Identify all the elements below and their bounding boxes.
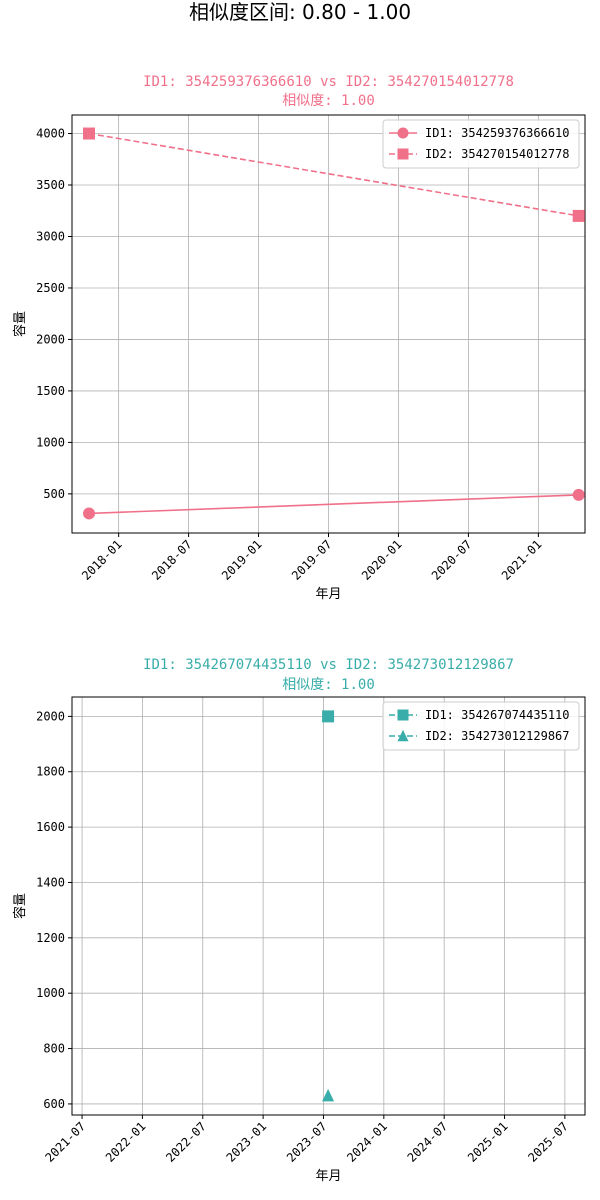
- data-point: [83, 127, 96, 140]
- legend-marker: [397, 729, 409, 742]
- y-tick-label: 1600: [36, 820, 65, 834]
- y-tick-label: 1400: [36, 875, 65, 889]
- data-point: [322, 1088, 335, 1102]
- chart-subtitle: 相似度: 1.00: [282, 677, 375, 693]
- chart-panel-1: ID1: 354259376366610 vs ID2: 35427015401…: [12, 74, 586, 602]
- y-axis-label: 容量: [12, 893, 28, 919]
- legend-label: ID1: 354259376366610: [425, 126, 570, 140]
- data-point: [322, 710, 335, 723]
- x-tick-label: 2018-01: [79, 537, 125, 583]
- data-point: [83, 507, 96, 520]
- y-tick-label: 2000: [36, 332, 65, 346]
- x-tick-label: 2019-07: [289, 537, 335, 583]
- y-tick-label: 1800: [36, 765, 65, 779]
- series-1: [322, 710, 335, 723]
- x-tick-label: 2024-07: [405, 1119, 451, 1165]
- figure-title: 相似度区间: 0.80 - 1.00: [188, 0, 412, 24]
- chart-subtitle: 相似度: 1.00: [282, 93, 375, 109]
- series-1: [83, 488, 585, 520]
- x-tick-label: 2024-01: [344, 1119, 390, 1165]
- gridlines: [72, 697, 585, 1115]
- legend-marker: [397, 127, 409, 139]
- series-line: [88, 132, 579, 217]
- x-tick-label: 2025-07: [525, 1119, 571, 1165]
- x-tick-label: 2023-07: [284, 1119, 330, 1165]
- series-2: [322, 1088, 335, 1102]
- gridlines: [72, 115, 585, 533]
- legend-label: ID2: 354270154012778: [425, 147, 570, 161]
- x-tick-label: 2025-01: [465, 1119, 511, 1165]
- legend-marker: [397, 709, 409, 721]
- y-tick-label: 1000: [36, 435, 65, 449]
- y-tick-label: 1000: [36, 986, 65, 1000]
- y-tick-label: 3500: [36, 178, 65, 192]
- y-tick-label: 2500: [36, 281, 65, 295]
- x-tick-label: 2022-01: [103, 1119, 149, 1165]
- x-tick-label: 2020-07: [429, 537, 475, 583]
- chart-title: ID1: 354259376366610 vs ID2: 35427015401…: [143, 74, 514, 90]
- x-tick-label: 2021-01: [499, 537, 545, 583]
- y-tick-label: 800: [43, 1042, 65, 1056]
- x-tick-label: 2018-07: [149, 537, 195, 583]
- y-tick-label: 600: [43, 1097, 65, 1111]
- x-tick-label: 2019-01: [219, 537, 265, 583]
- chart-title: ID1: 354267074435110 vs ID2: 35427301212…: [143, 657, 514, 673]
- chart-panel-2: ID1: 354267074435110 vs ID2: 35427301212…: [12, 657, 586, 1184]
- x-tick-label: 2022-07: [163, 1119, 209, 1165]
- plot-frame: [71, 696, 586, 1116]
- legend-box: [382, 701, 580, 751]
- series-2: [83, 127, 585, 222]
- data-point: [572, 209, 585, 222]
- legend-label: ID1: 354267074435110: [425, 708, 570, 722]
- x-tick-label: 2023-01: [224, 1119, 270, 1165]
- y-tick-label: 2000: [36, 709, 65, 723]
- series-line: [88, 494, 579, 515]
- legend: ID1: 354259376366610 ID2: 354270154012778: [382, 119, 580, 169]
- y-tick-label: 500: [43, 487, 65, 501]
- y-tick-label: 4000: [36, 127, 65, 141]
- x-axis-label: 年月: [315, 1169, 341, 1184]
- data-point: [572, 488, 585, 501]
- x-axis-label: 年月: [315, 587, 341, 602]
- legend-marker: [397, 148, 409, 160]
- y-tick-label: 1500: [36, 384, 65, 398]
- legend-box: [382, 119, 580, 169]
- y-tick-label: 3000: [36, 229, 65, 243]
- x-tick-label: 2021-07: [43, 1119, 89, 1165]
- legend-label: ID2: 354273012129867: [425, 729, 570, 743]
- x-tick-label: 2020-01: [359, 537, 405, 583]
- y-axis-label: 容量: [12, 311, 28, 337]
- plot-frame: [71, 114, 586, 534]
- y-tick-label: 1200: [36, 931, 65, 945]
- legend: ID1: 354267074435110 ID2: 354273012129867: [382, 701, 580, 751]
